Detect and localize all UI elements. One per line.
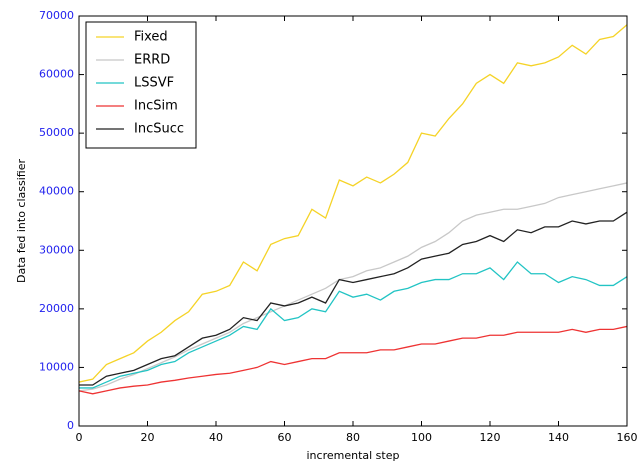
legend-label: ERRD [134, 53, 170, 68]
legend-label: IncSucc [134, 122, 184, 137]
line [78, 182, 628, 392]
y-tick-label: 0 [67, 419, 74, 432]
legend-label: IncSim [134, 99, 178, 114]
legend-label: LSSVF [134, 76, 174, 91]
x-tick-label: 100 [411, 431, 432, 444]
x-tick-label: 0 [76, 431, 83, 444]
y-tick-label: 60000 [39, 68, 74, 81]
x-tick-label: 120 [480, 431, 501, 444]
legend-box [85, 21, 197, 149]
line [79, 211, 628, 386]
line [78, 325, 628, 395]
y-tick-label: 20000 [39, 302, 74, 315]
y-tick-label: 30000 [39, 243, 74, 256]
x-tick-label: 40 [209, 431, 223, 444]
line [78, 24, 628, 383]
x-tick-label: 20 [141, 431, 155, 444]
x-axis-label: incremental step [307, 449, 400, 462]
line [79, 261, 628, 389]
plot-frame [78, 15, 628, 427]
x-tick-label: 80 [346, 431, 360, 444]
y-tick-label: 40000 [39, 185, 74, 198]
y-tick-label: 70000 [39, 9, 74, 22]
y-tick-label: 10000 [39, 360, 74, 373]
x-tick-label: 160 [617, 431, 638, 444]
y-axis-label: Data fed into classifier [15, 159, 28, 284]
legend-label: Fixed [134, 30, 168, 45]
x-tick-label: 60 [278, 431, 292, 444]
x-tick-label: 140 [548, 431, 569, 444]
y-tick-label: 50000 [39, 126, 74, 139]
